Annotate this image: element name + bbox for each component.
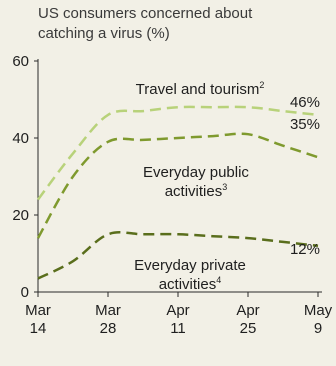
series-label-everyday-public-line-2: activities3 [165,182,228,200]
end-value-label-travel-and-tourism: 46% [290,94,320,111]
x-tick-label-2-line-2: 11 [170,320,186,337]
series-label-everyday-private-line-2: activities4 [159,275,222,293]
footnote-travel-and-tourism: 2 [259,80,264,90]
x-tick-label-4-line-1: May [304,302,333,319]
chart-title-line-1: US consumers concerned about [38,5,253,22]
chart-title: US consumers concerned about catching a … [38,4,328,44]
series-line-everyday-private [37,231,319,280]
x-tick-label-3-line-1: Apr [236,302,259,319]
footnote-everyday-public: 3 [222,182,227,192]
end-value-label-everyday-private: 12% [290,241,320,258]
y-tick-label-0: 0 [21,284,29,301]
series-label-everyday-private-line-1: Everyday private [134,257,246,274]
end-value-label-everyday-public: 35% [290,116,320,133]
chart-title-line-2: catching a virus (%) [38,25,170,42]
x-tick-label-1-line-2: 28 [100,320,117,337]
x-tick-label-0-line-1: Mar [25,302,51,319]
x-tick-label-2-line-1: Apr [166,302,189,319]
x-tick-label-4-line-2: 9 [314,320,322,337]
series-line-everyday-public [36,132,319,239]
footnote-everyday-private: 4 [216,275,221,285]
y-tick-label-3: 60 [12,53,29,70]
y-tick-label-1: 20 [12,207,29,224]
series-label-travel-and-tourism-line-1: Travel and tourism2 [136,80,265,98]
x-tick-label-0-line-2: 14 [30,320,47,337]
x-tick-label-1-line-1: Mar [95,302,121,319]
series-line-travel-and-tourism [37,105,319,201]
series-label-everyday-public-line-1: Everyday public [143,164,249,181]
x-tick-label-3-line-2: 25 [240,320,257,337]
y-tick-label-2: 40 [12,130,29,147]
